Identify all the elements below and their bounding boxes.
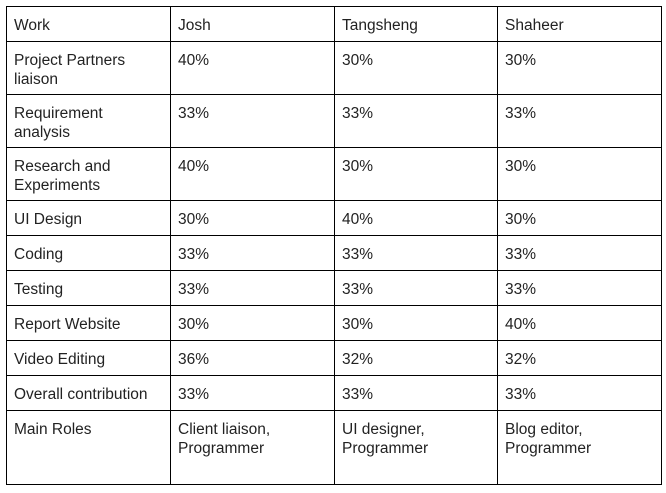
header-shaheer: Shaheer — [497, 6, 662, 42]
shaheer-cell: 30% — [497, 41, 662, 95]
work-cell: Main Roles — [6, 410, 171, 485]
table-row: Requirement analysis 33% 33% 33% — [6, 94, 662, 148]
josh-cell: Client liaison, Programmer — [170, 410, 335, 485]
table-row: Overall contribution 33% 33% 33% — [6, 375, 662, 411]
josh-cell: 33% — [170, 235, 335, 271]
josh-cell: 33% — [170, 375, 335, 411]
josh-cell: 33% — [170, 94, 335, 148]
work-cell: Testing — [6, 270, 171, 306]
josh-cell: 30% — [170, 200, 335, 236]
tangsheng-cell: 30% — [334, 147, 498, 201]
shaheer-cell: 32% — [497, 340, 662, 376]
shaheer-cell: 33% — [497, 94, 662, 148]
table-row: Testing 33% 33% 33% — [6, 270, 662, 306]
work-cell: UI Design — [6, 200, 171, 236]
shaheer-cell: 30% — [497, 147, 662, 201]
table-row: Main Roles Client liaison, Programmer UI… — [6, 410, 662, 485]
table-row: Research and Experiments 40% 30% 30% — [6, 147, 662, 201]
work-cell: Overall contribution — [6, 375, 171, 411]
contribution-table-wrapper: Work Josh Tangsheng Shaheer Project Part… — [6, 6, 662, 485]
josh-cell: 40% — [170, 41, 335, 95]
josh-cell: 40% — [170, 147, 335, 201]
tangsheng-cell: UI designer, Programmer — [334, 410, 498, 485]
header-tangsheng: Tangsheng — [334, 6, 498, 42]
tangsheng-cell: 33% — [334, 235, 498, 271]
header-josh: Josh — [170, 6, 335, 42]
work-cell: Coding — [6, 235, 171, 271]
shaheer-cell: 30% — [497, 200, 662, 236]
table-row: Video Editing 36% 32% 32% — [6, 340, 662, 376]
shaheer-cell: Blog editor, Programmer — [497, 410, 662, 485]
header-row: Work Josh Tangsheng Shaheer — [6, 6, 662, 42]
shaheer-cell: 40% — [497, 305, 662, 341]
josh-cell: 30% — [170, 305, 335, 341]
josh-cell: 36% — [170, 340, 335, 376]
shaheer-cell: 33% — [497, 235, 662, 271]
work-cell: Research and Experiments — [6, 147, 171, 201]
work-cell: Requirement analysis — [6, 94, 171, 148]
tangsheng-cell: 30% — [334, 305, 498, 341]
table-row: Coding 33% 33% 33% — [6, 235, 662, 271]
tangsheng-cell: 33% — [334, 375, 498, 411]
contribution-table: Work Josh Tangsheng Shaheer Project Part… — [6, 6, 662, 485]
tangsheng-cell: 32% — [334, 340, 498, 376]
shaheer-cell: 33% — [497, 375, 662, 411]
table-row: Report Website 30% 30% 40% — [6, 305, 662, 341]
tangsheng-cell: 40% — [334, 200, 498, 236]
shaheer-cell: 33% — [497, 270, 662, 306]
tangsheng-cell: 30% — [334, 41, 498, 95]
work-cell: Report Website — [6, 305, 171, 341]
tangsheng-cell: 33% — [334, 270, 498, 306]
tangsheng-cell: 33% — [334, 94, 498, 148]
work-cell: Project Partners liaison — [6, 41, 171, 95]
table-row: UI Design 30% 40% 30% — [6, 200, 662, 236]
table-row: Project Partners liaison 40% 30% 30% — [6, 41, 662, 95]
work-cell: Video Editing — [6, 340, 171, 376]
header-work: Work — [6, 6, 171, 42]
josh-cell: 33% — [170, 270, 335, 306]
